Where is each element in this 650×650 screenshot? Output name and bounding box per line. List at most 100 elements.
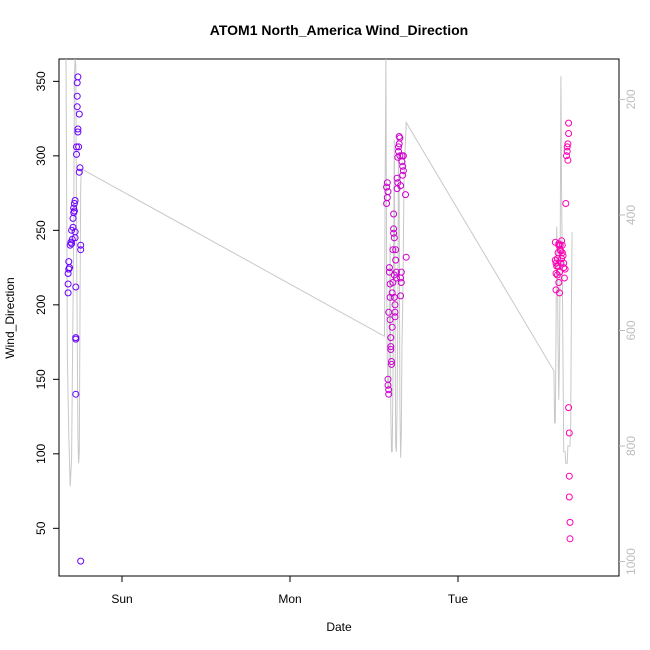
y2-tick-label: 400 (624, 205, 638, 225)
data-point (71, 234, 79, 242)
data-point (69, 223, 77, 231)
data-point (392, 256, 400, 264)
data-point (402, 191, 409, 199)
data-point (388, 323, 396, 331)
data-point (390, 210, 398, 218)
data-point (73, 92, 81, 100)
data-point (402, 253, 410, 261)
data-point (66, 264, 73, 272)
data-point (69, 214, 77, 222)
data-point (558, 237, 566, 245)
data-point (399, 167, 407, 175)
data-point (552, 270, 560, 277)
data-point (74, 128, 82, 136)
data-point (383, 183, 391, 191)
data-point (385, 390, 393, 398)
data-point (75, 143, 83, 151)
secondary-y-axis: 200 400 600 800 1000 (619, 89, 638, 575)
data-point (558, 241, 566, 249)
data-point (384, 188, 392, 196)
y2-tick-label: 800 (624, 436, 638, 456)
plot-frame (58, 58, 620, 577)
data-point (396, 134, 404, 142)
y-tick-label: 350 (34, 71, 48, 91)
data-point (77, 241, 85, 249)
data-point (74, 125, 82, 133)
data-point (564, 156, 572, 164)
y2-tick-label: 1000 (624, 548, 638, 575)
data-point (390, 229, 398, 237)
data-point (559, 252, 567, 260)
y-axis: 50 100 150 200 250 300 350 (34, 71, 59, 535)
data-point (385, 386, 393, 394)
data-point (399, 171, 407, 179)
data-point (390, 234, 398, 242)
data-point (562, 200, 570, 207)
data-point (77, 557, 85, 565)
data-point (393, 174, 401, 182)
data-point (565, 493, 573, 501)
data-point (72, 390, 80, 398)
data-point (565, 472, 573, 480)
data-point (72, 335, 80, 343)
data-point (556, 268, 563, 276)
data-point (387, 346, 395, 353)
data-point (73, 143, 80, 151)
data-point (563, 143, 571, 151)
data-point (565, 119, 573, 127)
data-point (75, 168, 83, 176)
data-point (73, 79, 81, 87)
y2-tick-label: 600 (624, 320, 638, 340)
x-axis-label: Date (326, 620, 352, 634)
y-tick-label: 50 (34, 521, 48, 535)
data-point (556, 289, 563, 297)
data-point (565, 130, 573, 137)
y-tick-label: 200 (34, 294, 48, 314)
data-point (395, 147, 402, 155)
data-point (563, 152, 570, 160)
data-point (560, 274, 568, 282)
data-point (397, 279, 405, 286)
data-point (388, 360, 395, 368)
data-point (68, 240, 76, 248)
data-point (76, 164, 84, 172)
data-point (390, 225, 398, 233)
data-point (389, 279, 397, 286)
data-point (391, 308, 399, 316)
secondary-series-line (65, 58, 573, 487)
chart-title: ATOM1 North_America Wind_Direction (210, 22, 468, 38)
data-point (70, 200, 78, 207)
x-tick-label: Sun (111, 592, 132, 606)
data-point (74, 73, 82, 81)
data-point (396, 152, 404, 160)
y-tick-label: 150 (34, 369, 48, 389)
data-point (555, 279, 563, 286)
data-point (565, 429, 573, 437)
data-point (383, 179, 391, 187)
data-point (566, 535, 574, 543)
data-point (64, 289, 72, 297)
data-point (561, 265, 569, 273)
y-tick-label: 250 (34, 220, 48, 240)
data-point (75, 110, 83, 118)
data-point (399, 152, 407, 160)
points-layer (64, 73, 574, 565)
data-point (560, 264, 568, 272)
y-axis-label: Wind_Direction (3, 277, 17, 358)
data-point (66, 241, 74, 249)
data-point (71, 197, 79, 204)
data-point (72, 283, 80, 291)
data-point (77, 246, 85, 254)
x-tick-label: Mon (278, 592, 301, 606)
y-tick-label: 300 (34, 145, 48, 165)
data-point (64, 280, 72, 288)
data-point (73, 150, 80, 158)
data-point (391, 301, 399, 309)
data-point (391, 313, 399, 321)
y-tick-label: 100 (34, 443, 48, 463)
data-point (558, 249, 566, 257)
data-point (397, 182, 405, 190)
data-point (387, 334, 395, 342)
x-axis: Sun Mon Tue (111, 576, 468, 606)
